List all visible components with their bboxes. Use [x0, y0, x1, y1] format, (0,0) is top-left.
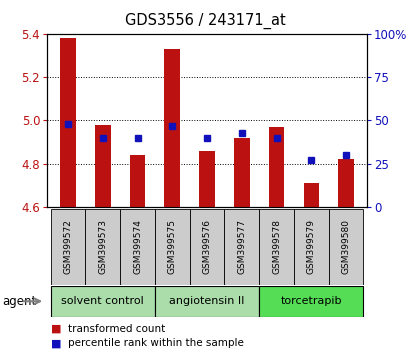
Bar: [50, 286, 155, 317]
Bar: [60, 38, 76, 207]
Bar: [328, 209, 363, 285]
Bar: [95, 125, 110, 207]
Bar: [189, 209, 224, 285]
Bar: [268, 127, 284, 207]
Text: solvent control: solvent control: [61, 296, 144, 306]
Text: GSM399573: GSM399573: [98, 219, 107, 274]
Text: ■: ■: [51, 324, 62, 333]
Text: ■: ■: [51, 338, 62, 348]
Text: percentile rank within the sample: percentile rank within the sample: [67, 338, 243, 348]
Bar: [85, 209, 120, 285]
Text: GSM399579: GSM399579: [306, 219, 315, 274]
Text: GDS3556 / 243171_at: GDS3556 / 243171_at: [124, 12, 285, 29]
Text: GSM399572: GSM399572: [63, 219, 72, 274]
Text: torcetrapib: torcetrapib: [280, 296, 341, 306]
Text: agent: agent: [2, 295, 36, 308]
Bar: [258, 286, 363, 317]
Text: GSM399578: GSM399578: [272, 219, 281, 274]
Bar: [293, 209, 328, 285]
Bar: [50, 209, 85, 285]
Text: GSM399575: GSM399575: [167, 219, 176, 274]
Bar: [337, 159, 353, 207]
Text: GSM399576: GSM399576: [202, 219, 211, 274]
Text: GSM399577: GSM399577: [237, 219, 246, 274]
Bar: [155, 286, 258, 317]
Bar: [258, 209, 293, 285]
Text: transformed count: transformed count: [67, 324, 164, 333]
Text: GSM399580: GSM399580: [341, 219, 350, 274]
Bar: [155, 209, 189, 285]
Text: GSM399574: GSM399574: [133, 219, 142, 274]
Bar: [224, 209, 258, 285]
Bar: [120, 209, 155, 285]
Bar: [303, 183, 318, 207]
Bar: [234, 138, 249, 207]
Bar: [199, 151, 214, 207]
Bar: [129, 155, 145, 207]
Bar: [164, 49, 180, 207]
Text: angiotensin II: angiotensin II: [169, 296, 244, 306]
